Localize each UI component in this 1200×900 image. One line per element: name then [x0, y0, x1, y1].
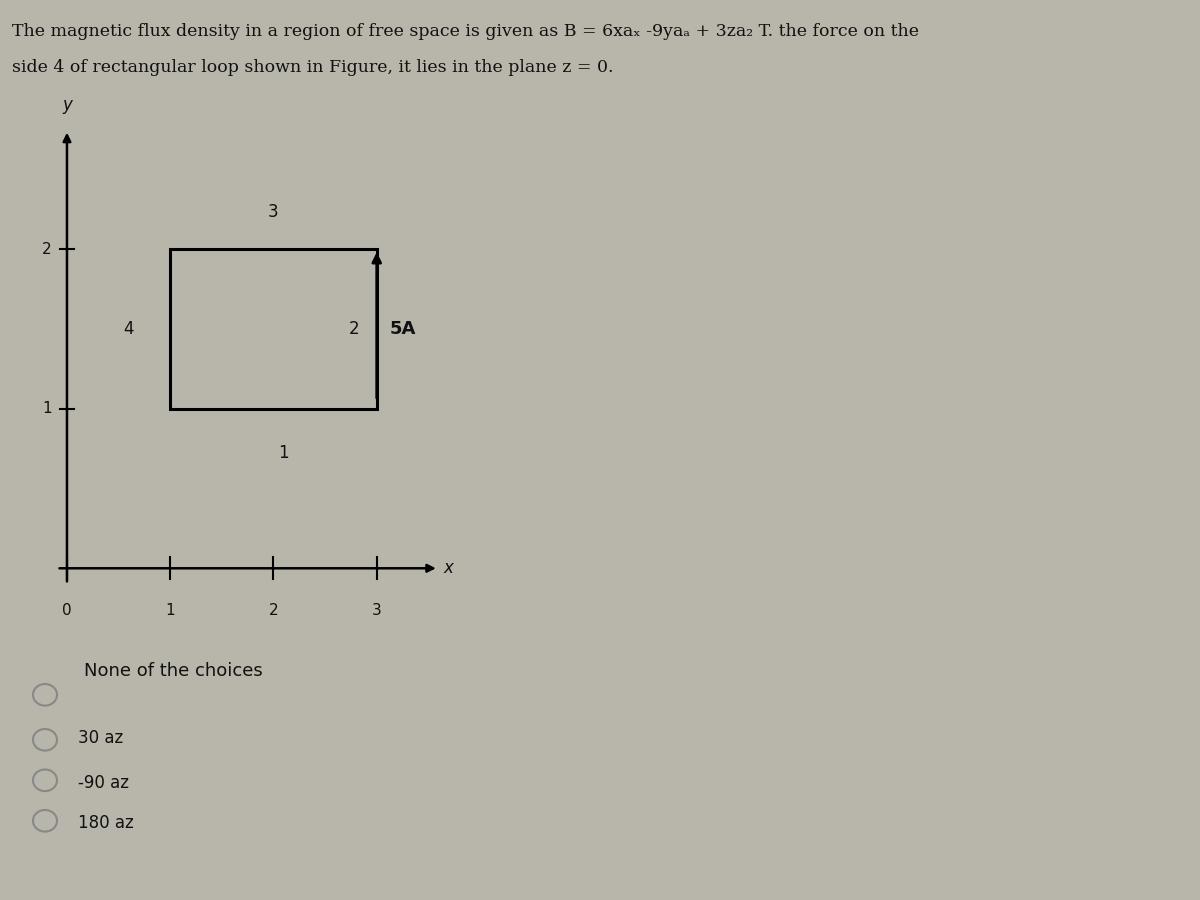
Text: 5A: 5A [389, 320, 415, 338]
Text: 4: 4 [124, 320, 134, 338]
Text: 30 az: 30 az [78, 729, 124, 747]
Text: 1: 1 [42, 401, 52, 417]
Text: 2: 2 [42, 242, 52, 256]
Text: 2: 2 [269, 603, 278, 618]
Text: 3: 3 [372, 603, 382, 618]
Text: 2: 2 [349, 320, 359, 338]
Bar [170, 249, 377, 409]
Text: side 4 of rectangular loop shown in Figure, it lies in the plane z = 0.: side 4 of rectangular loop shown in Figu… [12, 58, 613, 76]
Text: 0: 0 [62, 603, 72, 618]
Text: x: x [444, 559, 454, 577]
Text: 180 az: 180 az [78, 814, 133, 832]
Text: 3: 3 [268, 202, 278, 220]
Text: The magnetic flux density in a region of free space is given as B = 6xaₓ -9yaₐ +: The magnetic flux density in a region of… [12, 22, 919, 40]
Text: None of the choices: None of the choices [84, 662, 263, 680]
Text: -90 az: -90 az [78, 774, 130, 792]
Text: y: y [62, 96, 72, 114]
Text: 1: 1 [166, 603, 175, 618]
Text: 1: 1 [278, 444, 289, 462]
